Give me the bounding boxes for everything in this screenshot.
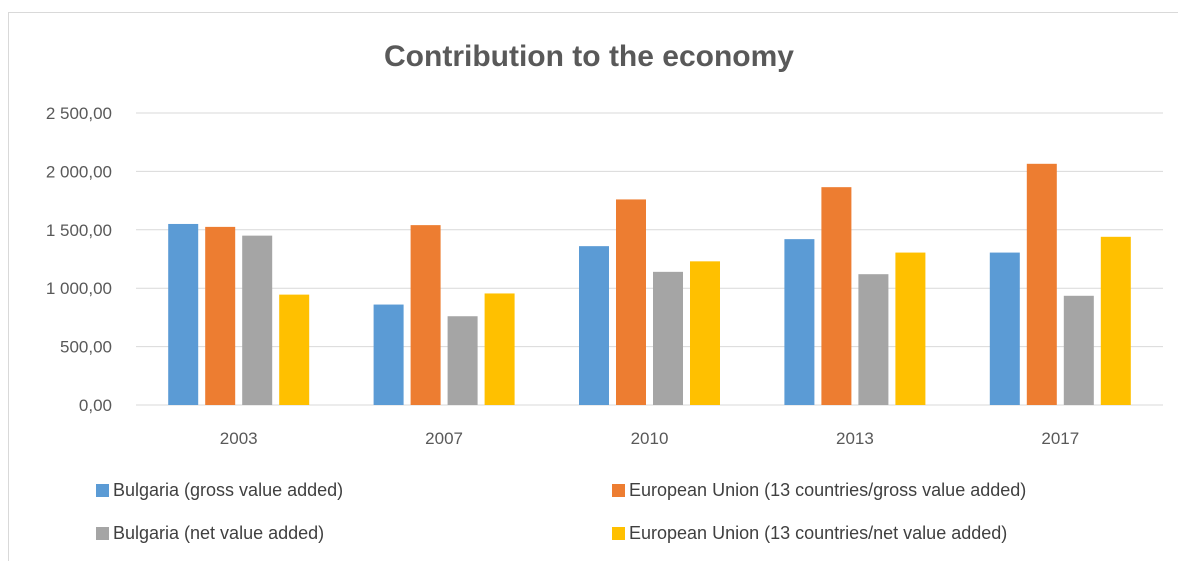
legend-item-eu-net: European Union (13 countries/net value a… — [612, 523, 1007, 544]
bar — [1063, 295, 1094, 405]
legend-item-eu-gross: European Union (13 countries/gross value… — [612, 480, 1026, 501]
bar — [410, 225, 441, 405]
y-axis-tick-labels: 0,00 500,00 1 000,00 1 500,00 2 000,00 2 500,… — [46, 104, 112, 415]
bar — [242, 235, 273, 405]
x-axis-tick-labels: 2003 2007 2010 2013 2017 — [220, 429, 1079, 448]
y-tick-label: 2 000,00 — [46, 162, 112, 181]
bar — [168, 223, 199, 405]
bar — [653, 271, 683, 405]
x-tick-label: 2010 — [631, 429, 669, 448]
bar — [279, 294, 310, 405]
legend-swatch — [612, 527, 625, 540]
x-tick-label: 2017 — [1041, 429, 1079, 448]
legend-item-bulgaria-net: Bulgaria (net value added) — [96, 523, 324, 544]
bar — [1026, 163, 1057, 405]
chart-title: Contribution to the economy — [384, 40, 794, 73]
bar — [616, 199, 646, 405]
y-tick-label: 0,00 — [79, 396, 112, 415]
bar — [690, 261, 720, 405]
bar — [447, 316, 478, 405]
bar — [1100, 236, 1131, 405]
bar — [373, 304, 404, 405]
y-tick-label: 1 500,00 — [46, 221, 112, 240]
chart-frame — [8, 12, 1178, 561]
y-tick-label: 500,00 — [60, 338, 112, 357]
legend-label: Bulgaria (gross value added) — [113, 480, 344, 500]
bar-chart: 0,00 500,00 1 000,00 1 500,00 2 000,00 2 500,… — [46, 104, 1163, 448]
y-tick-label: 2 500,00 — [46, 104, 112, 123]
bar — [895, 252, 926, 405]
y-tick-label: 1 000,00 — [46, 279, 112, 298]
legend-label: European Union (13 countries/gross value… — [629, 480, 1027, 500]
bar — [989, 252, 1020, 405]
bar — [579, 246, 609, 405]
legend-swatch — [96, 527, 109, 540]
x-tick-label: 2003 — [220, 429, 258, 448]
legend-label: European Union (13 countries/net value a… — [629, 523, 1008, 543]
legend-item-bulgaria-gross: Bulgaria (gross value added) — [96, 480, 343, 501]
x-tick-label: 2007 — [425, 429, 463, 448]
bars — [168, 163, 1131, 405]
bar — [784, 239, 815, 405]
legend-swatch — [612, 484, 625, 497]
bar — [205, 226, 236, 405]
legend-label: Bulgaria (net value added) — [113, 523, 325, 543]
x-tick-label: 2013 — [836, 429, 874, 448]
bar — [821, 187, 852, 405]
bar — [858, 274, 889, 405]
bar — [484, 293, 515, 405]
legend-swatch — [96, 484, 109, 497]
